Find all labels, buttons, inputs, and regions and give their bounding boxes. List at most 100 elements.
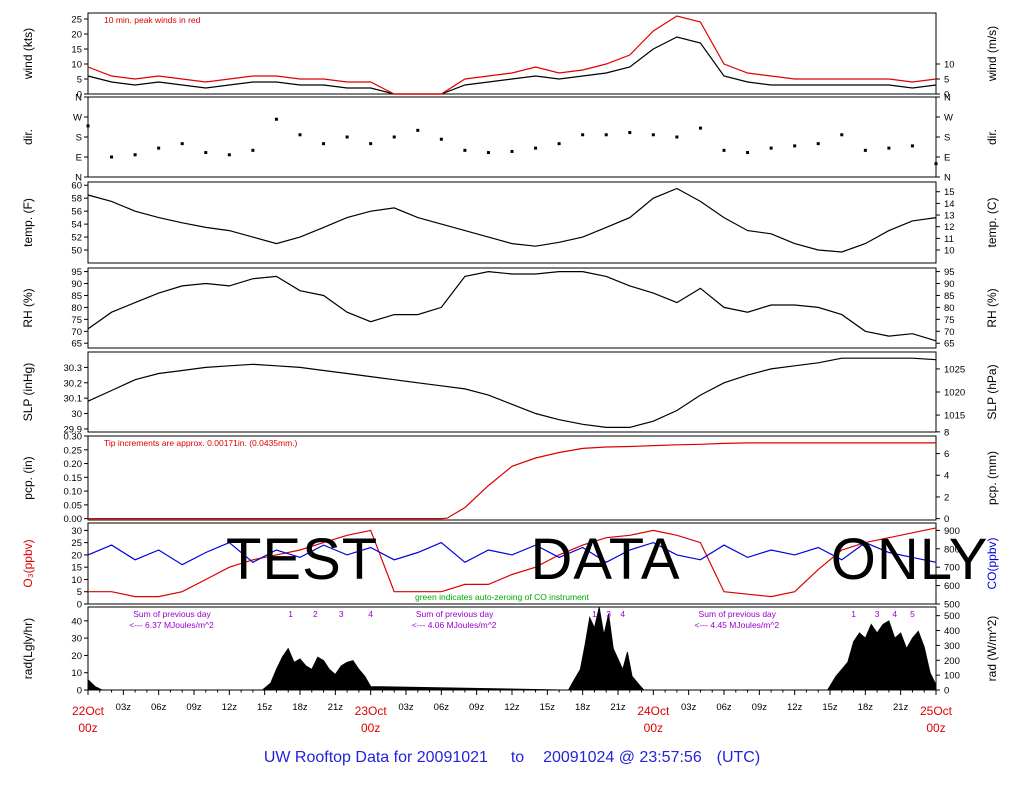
y-axis-label-left: RH (%) <box>21 288 35 327</box>
data-point <box>110 155 114 159</box>
time-axis: 03z 06z 09z 12z 15z 18z 21z 03z 06z 09z 12z 15z 18z 2… <box>72 690 953 735</box>
series-line-temp <box>87 187 937 253</box>
peak-marker: 3 <box>606 609 611 619</box>
data-point <box>816 142 820 146</box>
right-tick-label: 5 <box>944 75 949 86</box>
data-point <box>298 133 302 137</box>
y-axis-label-right: temp. (C) <box>985 197 999 247</box>
left-tick-label: 85 <box>71 291 82 302</box>
y-axis-label-right: CO(ppbv) <box>985 537 999 589</box>
x-tick-label: 15z <box>822 702 838 713</box>
data-point <box>581 133 585 137</box>
x-tick-label: 15z <box>257 702 273 713</box>
left-tick-label: 10 <box>71 668 82 679</box>
left-tick-label: 0 <box>77 686 82 697</box>
y-axis-label-left: SLP (inHg) <box>21 363 35 421</box>
left-tick-label: 25 <box>71 538 82 549</box>
left-tick-label: 20 <box>71 550 82 561</box>
left-tick-label: 65 <box>71 339 82 350</box>
x-tick-label: 21z <box>328 702 344 713</box>
left-tick-label: 10 <box>71 60 82 71</box>
right-tick-label: 300 <box>944 641 960 652</box>
right-tick-label: 1020 <box>944 388 965 399</box>
right-tick-label: S <box>944 133 950 144</box>
right-tick-label: 85 <box>944 291 955 302</box>
right-tick-label: 200 <box>944 656 960 667</box>
x-tick-label: 09z <box>186 702 202 713</box>
right-tick-label: 400 <box>944 626 960 637</box>
right-tick-label: 0 <box>944 90 949 101</box>
data-point <box>251 148 255 152</box>
left-tick-label: 10 <box>71 575 82 586</box>
right-tick-label: 6 <box>944 449 949 460</box>
left-tick-label: 0.00 <box>64 514 83 525</box>
daily-sum-label: Sum of previous day <box>133 609 211 619</box>
peak-marker: 2 <box>313 609 318 619</box>
data-point <box>746 151 750 155</box>
right-tick-label: 1025 <box>944 364 965 375</box>
data-point <box>345 135 349 139</box>
data-point <box>463 148 467 152</box>
left-tick-label: 0.05 <box>64 500 83 511</box>
data-point <box>557 142 561 146</box>
data-point <box>934 162 938 166</box>
x-major-hour-label: 00z <box>644 721 663 735</box>
right-tick-label: 13 <box>944 211 955 222</box>
right-tick-label: 10 <box>944 60 955 71</box>
series-line-slp <box>87 357 937 428</box>
right-tick-label: 75 <box>944 315 955 326</box>
x-tick-label: 21z <box>893 702 909 713</box>
data-point <box>651 133 655 137</box>
panel-frame <box>87 12 937 95</box>
daily-sum-value: <--- 6.37 MJoules/m^2 <box>129 620 214 630</box>
data-point <box>863 148 867 152</box>
right-tick-label: 8 <box>944 427 949 438</box>
x-major-hour-label: 00z <box>78 721 97 735</box>
x-major-day-label: 23Oct <box>355 704 388 718</box>
y-axis-label-left: dir. <box>21 129 35 145</box>
left-tick-label: 0 <box>77 90 82 101</box>
peak-marker: 4 <box>368 609 373 619</box>
panel-frame <box>87 181 937 264</box>
right-tick-label: 0 <box>944 514 949 525</box>
right-tick-label: N <box>944 93 951 104</box>
x-tick-label: 18z <box>575 702 591 713</box>
right-tick-label: 11 <box>944 234 954 245</box>
left-tick-label: 58 <box>71 194 82 205</box>
data-point <box>157 146 161 150</box>
y-axis-label-right: dir. <box>985 129 999 145</box>
title-part-1: UW Rooftop Data for 20091021 <box>263 749 488 766</box>
x-major-day-label: 25Oct <box>920 704 953 718</box>
data-point <box>322 142 326 146</box>
left-tick-label: 5 <box>77 75 82 86</box>
peak-marker: 4 <box>620 609 625 619</box>
panel-annotation: 10 min. peak winds in red <box>104 15 201 25</box>
right-tick-label: 4 <box>944 471 949 482</box>
left-tick-label: 30.2 <box>64 378 83 389</box>
left-tick-label: 50 <box>71 246 82 257</box>
left-tick-label: 25 <box>71 15 82 26</box>
x-tick-label: 06z <box>716 702 732 713</box>
peak-marker: 5 <box>910 609 915 619</box>
right-tick-label: 14 <box>944 199 955 210</box>
left-tick-label: 30.1 <box>64 394 83 405</box>
x-tick-label: 09z <box>752 702 768 713</box>
data-point <box>133 153 137 157</box>
series-area-rad <box>87 606 937 691</box>
y-axis-label-right: SLP (hPa) <box>985 364 999 419</box>
peak-marker: 3 <box>875 609 880 619</box>
series-line-10-min-peak-winds <box>87 15 937 95</box>
left-tick-label: 75 <box>71 315 82 326</box>
x-tick-label: 12z <box>504 702 520 713</box>
data-point <box>604 133 608 137</box>
x-major-hour-label: 00z <box>926 721 945 735</box>
left-tick-label: E <box>76 153 82 164</box>
y-axis-label-left: rad(Lgly/hr) <box>21 618 35 679</box>
peak-marker: 1 <box>288 609 293 619</box>
data-point <box>439 137 443 141</box>
left-tick-label: W <box>73 113 82 124</box>
data-point <box>86 124 90 128</box>
panel-frame <box>87 267 937 349</box>
data-point <box>510 149 514 153</box>
